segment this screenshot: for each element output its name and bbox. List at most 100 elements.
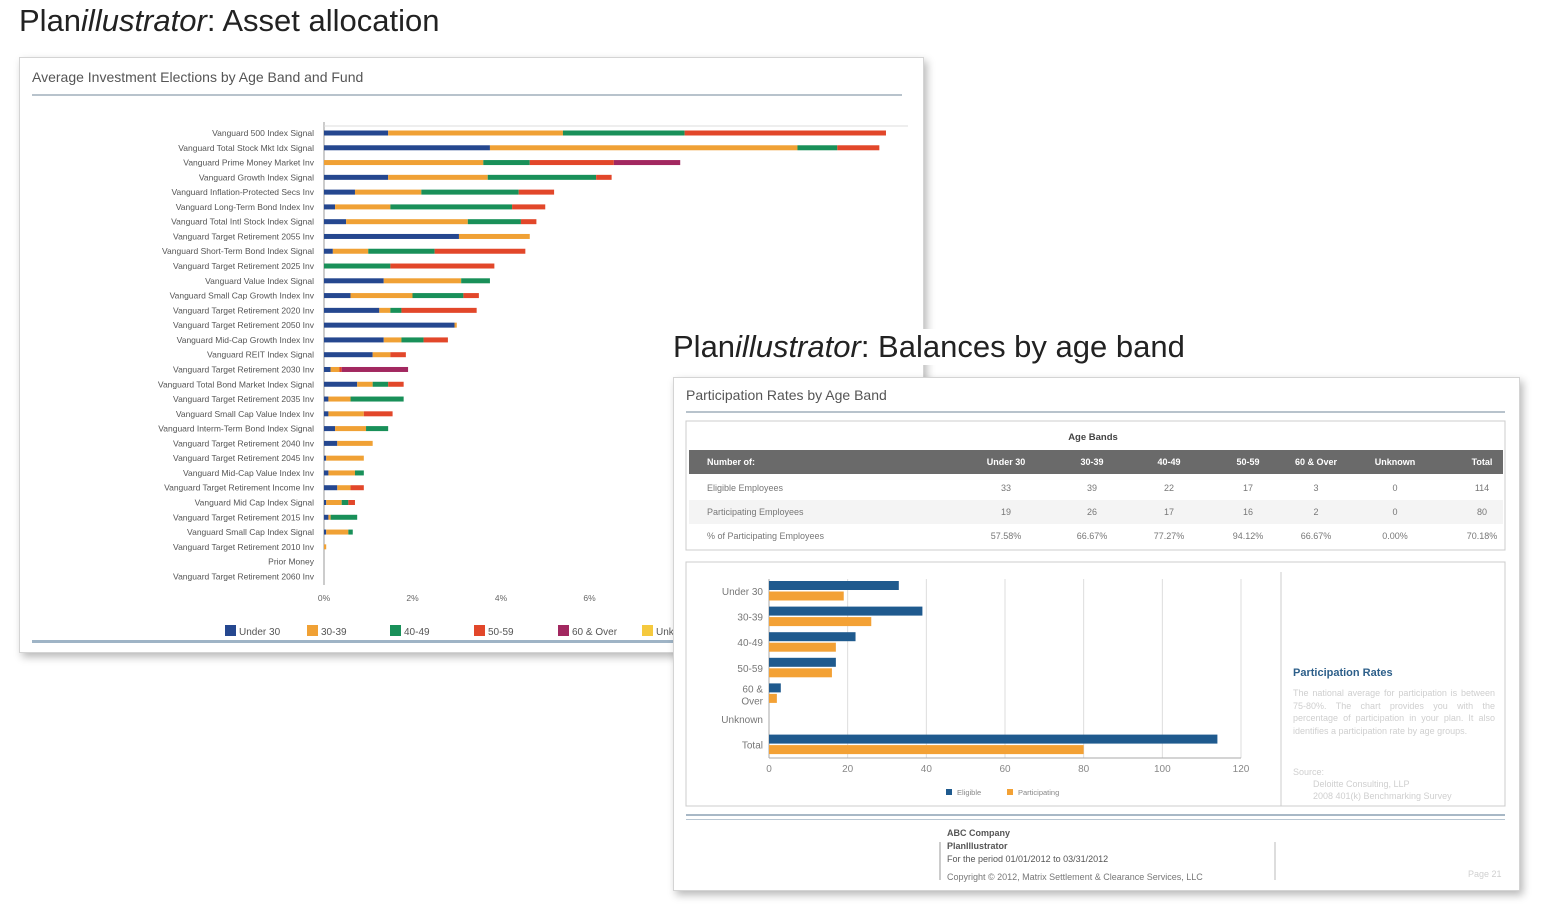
fund-bar-segment [562,130,685,136]
fund-label: Vanguard Mid Cap Index Signal [195,498,315,508]
fund-label: Vanguard Value Index Signal [205,276,314,286]
asset-legend-swatch [225,625,236,636]
fund-label: Vanguard 500 Index Signal [212,128,314,138]
asset-x-tick: 6% [583,593,596,603]
asset-legend-label: 60 & Over [572,627,618,638]
fund-bar-segment [324,130,389,136]
fund-bar-segment [512,204,546,210]
participation-title: Participation Rates by Age Band [686,387,887,403]
fund-bar-segment [412,293,464,299]
fund-bar-segment [379,307,391,313]
fund-bar-segment [421,189,519,195]
fund-bar-segment [324,293,351,299]
fund-label: Vanguard Total Bond Market Index Signal [158,379,314,389]
fund-bar-segment [518,189,555,195]
fund-bar-segment [837,145,880,151]
fund-bar-segment [326,529,349,535]
asset-legend-label: Under 30 [239,627,281,638]
fund-label: Vanguard Long-Term Bond Index Inv [176,202,315,212]
fund-bar-segment [390,263,495,269]
heading-asset-allocation: Planillustrator: Asset allocation [19,3,439,39]
fund-bar-segment [348,529,353,535]
fund-bar-segment [324,440,338,446]
fund-bar-segment [324,160,484,166]
asset-legend-swatch [558,625,569,636]
fund-bar-segment [383,337,402,343]
fund-label: Vanguard Total Stock Mkt Idx Signal [178,143,314,153]
fund-bar-segment [368,248,435,254]
fund-bar-segment [324,411,329,417]
fund-bar-segment [357,381,373,387]
fund-label: Vanguard Inflation-Protected Secs Inv [171,187,314,197]
fund-label: Vanguard Mid-Cap Growth Index Inv [177,335,315,345]
fund-bar-segment [324,174,389,180]
asset-legend-swatch [390,625,401,636]
fund-bar-segment [388,174,488,180]
participation-divider [686,411,1505,413]
fund-label: Vanguard Small Cap Value Index Inv [176,409,315,419]
fund-bar-segment [324,352,373,358]
bottom-rule [32,640,912,643]
fund-bar-segment [354,470,364,476]
fund-label: Vanguard Total Intl Stock Index Signal [171,217,314,227]
fund-label: Vanguard Target Retirement 2015 Inv [173,512,315,522]
asset-legend-label: 30-39 [321,627,347,638]
heading-italic: illustrator [81,3,207,38]
fund-bar-segment [613,160,681,166]
asset-legend-label: Unk [656,627,675,638]
fund-label: Vanguard Prime Money Market Inv [183,158,314,168]
fund-bar-segment [324,263,391,269]
fund-bar-segment [366,426,389,432]
asset-chart-title: Average Investment Elections by Age Band… [32,69,364,85]
fund-bar-segment [328,470,355,476]
fund-label: Vanguard Target Retirement 2050 Inv [173,320,315,330]
fund-label: Vanguard Short-Term Bond Index Signal [162,246,314,256]
fund-bar-segment [324,248,333,254]
fund-label: Vanguard Growth Index Signal [199,172,314,182]
fund-bar-segment [454,322,457,328]
fund-bar-segment [390,204,513,210]
heading2-italic: illustrator [735,329,861,364]
fund-bar-segment [487,174,597,180]
fund-bar-segment [324,219,347,225]
source-line-1: Deloitte Consulting, LLP [1313,779,1410,789]
fund-bar-segment [324,396,329,402]
fund-label: Vanguard Target Retirement 2025 Inv [173,261,315,271]
fund-bar-segment [324,529,327,535]
fund-bar-segment [324,307,380,313]
fund-bar-segment [324,514,329,520]
fund-label: Vanguard Mid-Cap Value Index Inv [183,468,315,478]
fund-bar-segment [401,307,477,313]
fund-bar-segment [341,500,349,505]
title-divider [32,94,902,96]
fund-bar-segment [363,411,393,417]
fund-bar-segment [324,544,327,550]
fund-label: Vanguard Small Cap Index Signal [187,527,314,537]
fund-bar-segment [324,485,338,491]
source-label: Source: [1293,767,1325,777]
footer-block: ABC Company PlanIllustrator For the peri… [947,827,1108,866]
footer-period: For the period 01/01/2012 to 03/31/2012 [947,854,1109,864]
fund-label: Prior Money [268,557,315,567]
footer-page: Page 21 [1468,869,1502,879]
fund-label: Vanguard Interm-Term Bond Index Signal [158,424,314,434]
fund-label: Vanguard Target Retirement 2060 Inv [173,571,315,581]
fund-bar-segment [423,337,448,343]
fund-bar-segment [335,426,367,432]
fund-bar-segment [483,160,530,166]
fund-bar-segment [458,233,530,239]
fund-bar-segment [383,278,462,284]
asset-legend-label: 40-49 [404,627,430,638]
fund-bar-segment [324,500,327,505]
fund-bar-segment [324,278,384,284]
source-line-2: 2008 401(k) Benchmarking Survey [1313,791,1452,801]
fund-label: Vanguard Target Retirement 2030 Inv [173,364,315,374]
fund-label: Vanguard Target Retirement 2035 Inv [173,394,315,404]
fund-bar-segment [372,381,389,387]
footer-company: ABC Company [947,828,1011,838]
fund-bar-segment [330,514,358,520]
fund-bar-segment [529,160,614,166]
fund-bar-segment [339,366,342,372]
fund-label: Vanguard Target Retirement 2045 Inv [173,453,315,463]
fund-bar-segment [332,248,369,254]
